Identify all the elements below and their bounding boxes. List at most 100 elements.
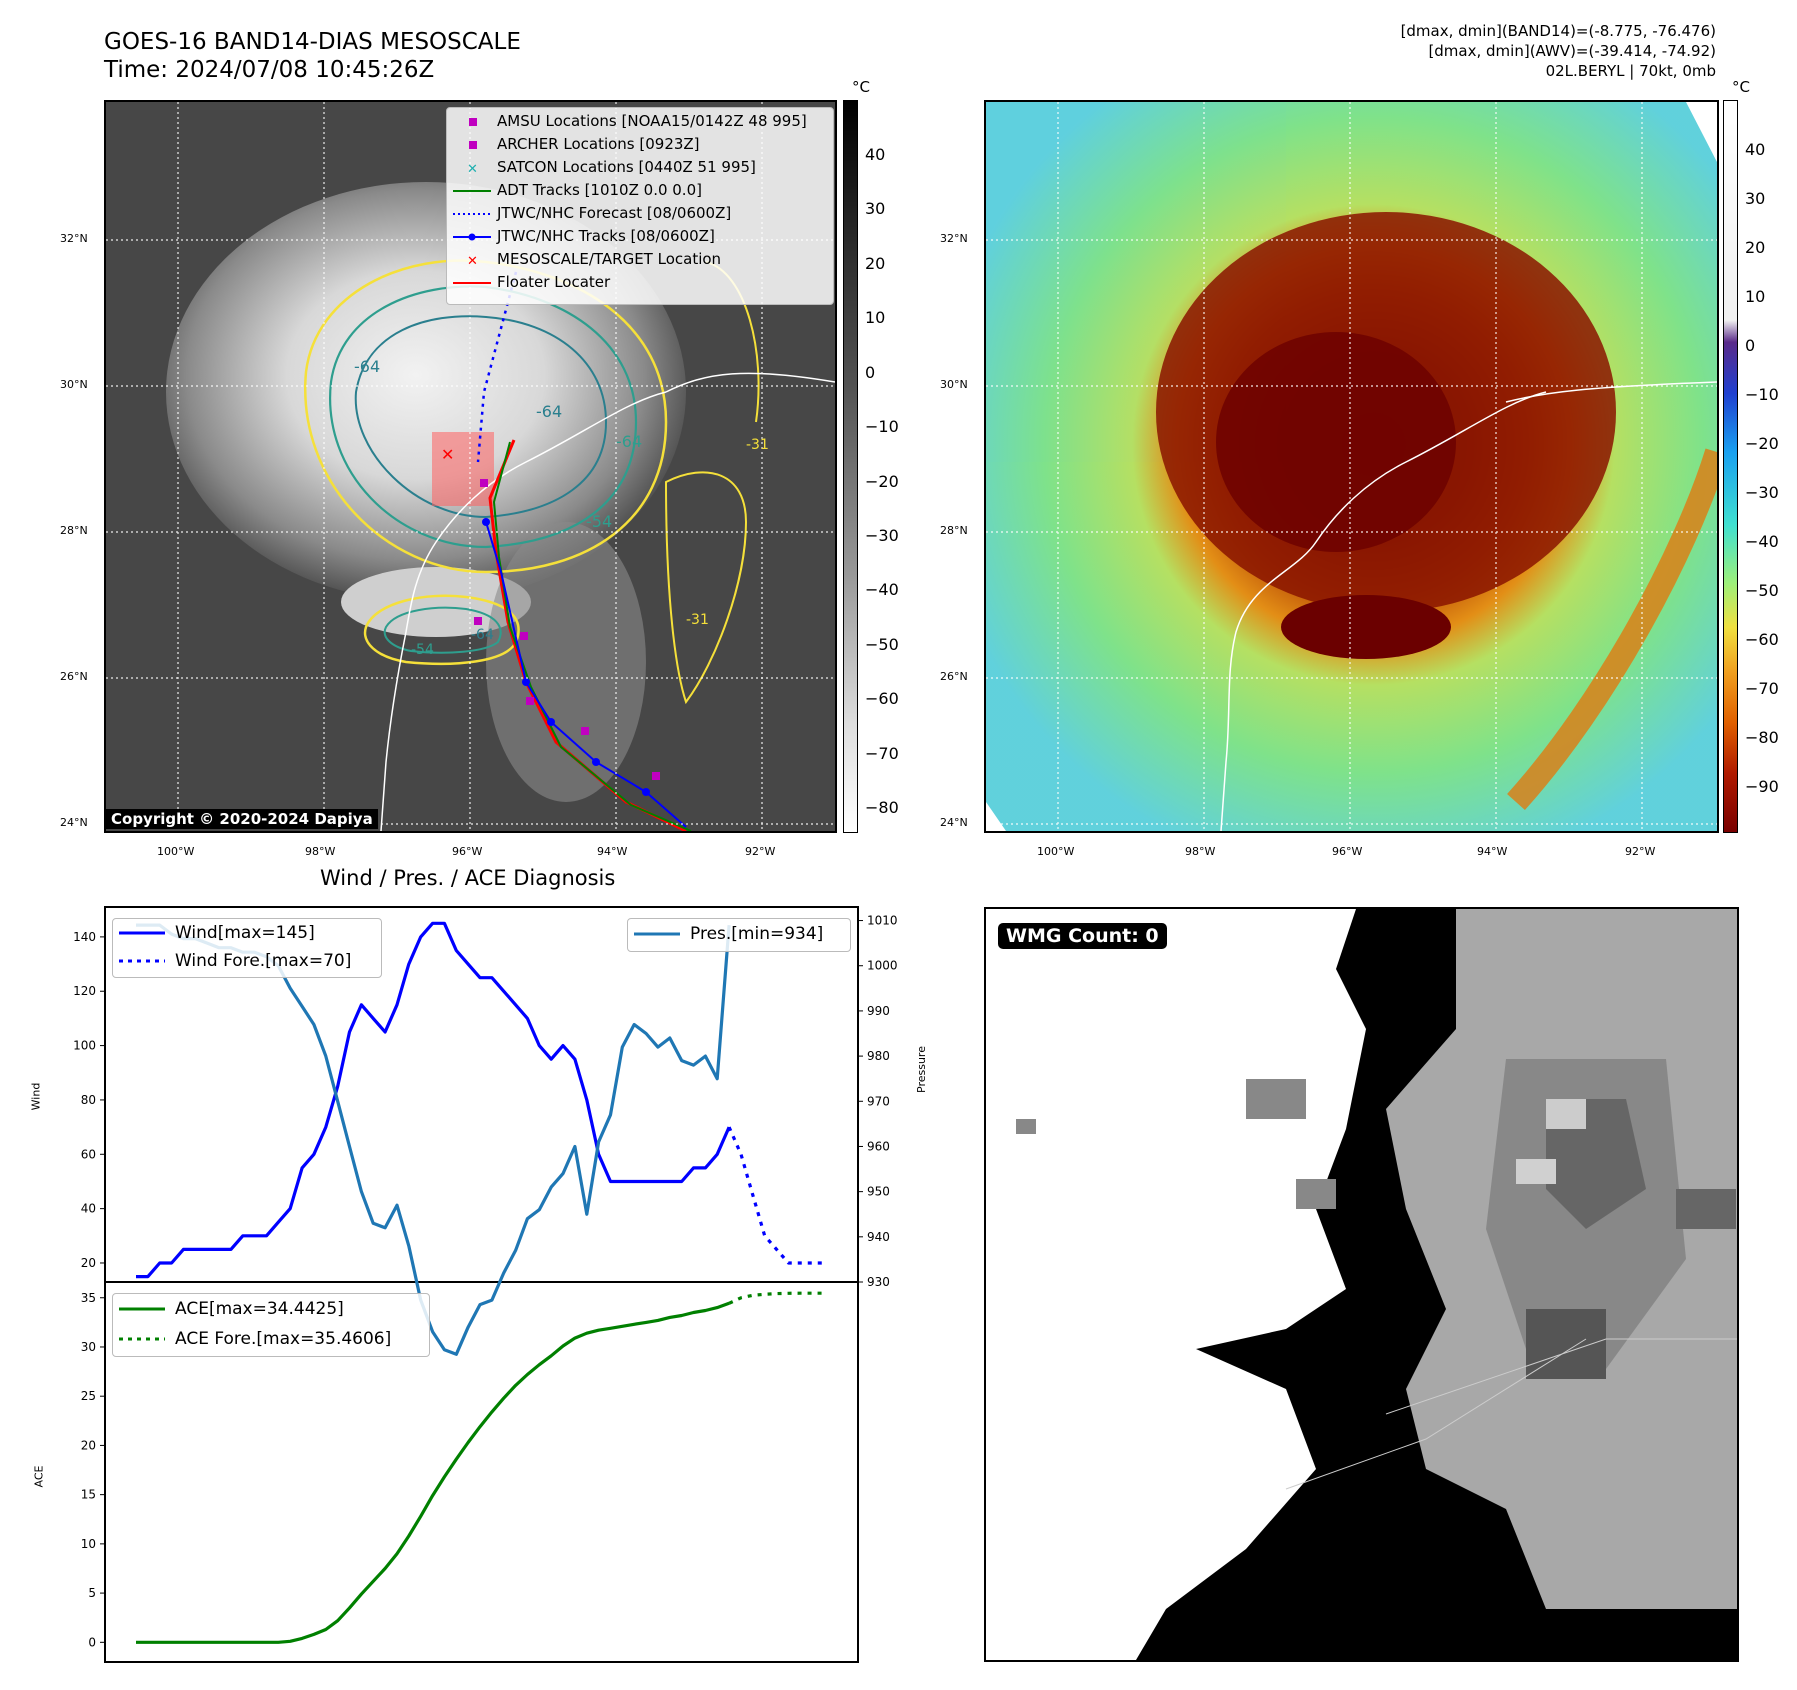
legend-label: SATCON Locations [0440Z 51 995] [497, 158, 756, 176]
colorbar-tick: −20 [865, 471, 899, 491]
lat-label: 24°N [60, 816, 88, 829]
legend-entry: JTWC/NHC Forecast [08/0600Z] [447, 202, 833, 225]
legend-entry: JTWC/NHC Tracks [08/0600Z] [447, 225, 833, 248]
lat-label: 24°N [940, 816, 968, 829]
pres-legend-label: Pres.[min=934] [690, 924, 824, 944]
contour-label: -64 [471, 627, 494, 643]
wmg-panel: WMG Count: 0 [984, 907, 1739, 1662]
lat-label: 30°N [60, 378, 88, 391]
floater-box [432, 432, 494, 506]
colorbar-tick: 10 [1745, 287, 1766, 306]
lon-label: 98°W [305, 845, 336, 858]
ace-tick-label: 30 [81, 1340, 96, 1354]
diagnosis-chart: 1401201008060402010101000990980970960950… [73, 906, 898, 1663]
colorbar-tick: 40 [865, 145, 886, 164]
legend-entry: ✕ MESOSCALE/TARGET Location [447, 248, 833, 271]
wind-tick-label: 140 [73, 930, 96, 944]
lat-label: 26°N [60, 670, 88, 683]
colorbar-tick: 10 [865, 308, 886, 328]
legend-entry: ✕ SATCON Locations [0440Z 51 995] [447, 156, 833, 179]
svg-text:✕: ✕ [467, 254, 478, 268]
wmg-canvas [1016, 909, 1737, 1660]
contour-middle [329, 285, 638, 549]
wmg-count-badge: WMG Count: 0 [998, 923, 1167, 949]
lon-label: 94°W [597, 845, 628, 858]
figure-time: Time: 2024/07/08 10:45:26Z [104, 57, 435, 83]
lon-label: 96°W [452, 845, 483, 858]
storm-info: 02L.BERYL | 70kt, 0mb [1545, 62, 1716, 80]
lat-label: 30°N [940, 378, 968, 391]
awv-range: [dmax, dmin](AWV)=(-39.414, -74.92) [1428, 42, 1716, 60]
colorbar-tick: −70 [865, 743, 899, 763]
ace-plot-frame [104, 1281, 859, 1663]
contour-label: -64 [354, 357, 381, 376]
colorbar-tick: −50 [865, 634, 899, 654]
ace-tick-label: 5 [88, 1586, 96, 1600]
wind-forecast-line [727, 1126, 824, 1265]
legend-symbol [453, 190, 491, 192]
legend-entry: AMSU Locations [NOAA15/0142Z 48 995] [447, 110, 833, 133]
ace-tick-label: 20 [81, 1438, 96, 1452]
colorbar-tick: −10 [865, 417, 899, 437]
band14-range: [dmax, dmin](BAND14)=(-8.775, -76.476) [1400, 22, 1716, 40]
wind-fore-legend-label: Wind Fore.[max=70] [175, 951, 352, 971]
pressure-tick-label: 970 [867, 1094, 890, 1108]
pressure-axis-label: Pressure [915, 1046, 928, 1093]
colorbar-tick: 30 [865, 199, 886, 219]
lat-label: 32°N [940, 232, 968, 245]
legend-label: JTWC/NHC Forecast [08/0600Z] [497, 204, 732, 222]
pressure-tick-label: 1000 [867, 959, 898, 973]
lon-label: 100°W [1037, 845, 1075, 858]
wind-tick-label: 120 [73, 984, 96, 998]
wind-series-line [136, 921, 731, 1279]
lon-label: 100°W [157, 845, 195, 858]
lat-label: 28°N [60, 524, 88, 537]
lon-label: 92°W [1625, 845, 1656, 858]
copyright-label: Copyright © 2020-2024 Dapiya [106, 809, 378, 829]
diagnosis-title: Wind / Pres. / ACE Diagnosis [320, 866, 616, 890]
wind-legend: Wind[max=145] Wind Fore.[max=70] [112, 918, 382, 978]
colorbar-tick: −20 [1745, 434, 1779, 453]
ace-axis-label: ACE [32, 1465, 46, 1488]
ace-forecast-line [728, 1291, 824, 1305]
pres-legend: Pres.[min=934] [627, 918, 851, 952]
wind-legend-label: Wind[max=145] [175, 923, 315, 943]
wind-tick-label: 20 [81, 1256, 96, 1270]
wind-tick-label: 40 [81, 1202, 96, 1216]
ace-tick-label: 35 [81, 1291, 96, 1305]
wind-axis-label: Wind [29, 1082, 43, 1111]
svg-text:✕: ✕ [467, 162, 478, 176]
contour-outer [303, 259, 668, 574]
colorbar-tick: −40 [865, 580, 899, 600]
ace-fore-legend-label: ACE Fore.[max=35.4606] [175, 1329, 392, 1349]
legend-symbol [469, 118, 477, 126]
colorbar-tick: −30 [1745, 483, 1779, 502]
ace-legend-label: ACE[max=34.4425] [175, 1299, 344, 1319]
legend-symbol [469, 141, 477, 149]
lon-label: 98°W [1185, 845, 1216, 858]
colorbar-left [843, 100, 858, 833]
colorbar-right-unit: °C [1732, 78, 1750, 96]
figure-title: GOES-16 BAND14-DIAS MESOSCALE [104, 29, 521, 55]
contour-inner [354, 315, 608, 519]
contour-label: -54 [586, 512, 613, 531]
colorbar-left-unit: °C [852, 78, 870, 96]
lat-label: 28°N [940, 524, 968, 537]
contour-label: -31 [686, 612, 709, 628]
lon-label: 96°W [1332, 845, 1363, 858]
colorbar-tick: −70 [1745, 679, 1779, 698]
pressure-tick-label: 960 [867, 1139, 890, 1153]
wind-tick-label: 100 [73, 1039, 96, 1053]
ace-legend: ACE[max=34.4425] ACE Fore.[max=35.4606] [112, 1293, 430, 1357]
ace-tick-label: 10 [81, 1537, 96, 1551]
wind-tick-label: 60 [81, 1147, 96, 1161]
pressure-tick-label: 980 [867, 1049, 890, 1063]
lon-label: 92°W [745, 845, 776, 858]
forecast-track [476, 271, 518, 463]
legend-label: MESOSCALE/TARGET Location [497, 250, 722, 268]
legend-symbol [453, 282, 491, 284]
colorbar-tick: −80 [1745, 728, 1779, 747]
colorbar-tick: −50 [1745, 581, 1779, 600]
pressure-tick-label: 940 [867, 1230, 890, 1244]
target-marker: ✕ [441, 445, 454, 464]
